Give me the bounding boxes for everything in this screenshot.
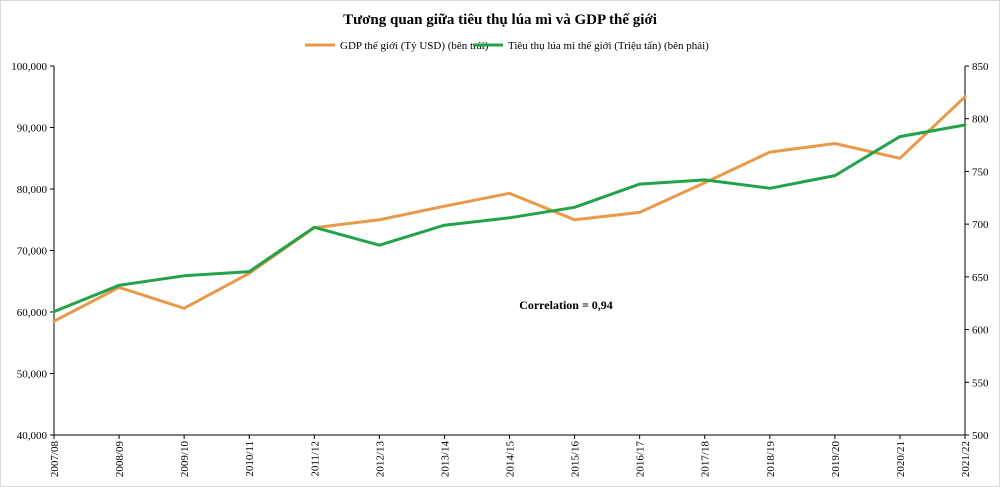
right-tick-label: 700 bbox=[972, 219, 989, 231]
x-tick-label: 2010/11 bbox=[244, 441, 256, 477]
x-tick-label: 2011/12 bbox=[309, 441, 321, 477]
chart-marks: 40,000 50,000 60,000 70,000 80,000 90,000 100,… bbox=[11, 61, 989, 477]
x-tick-label: 2008/09 bbox=[114, 441, 126, 478]
x-tick-label: 2016/17 bbox=[635, 441, 647, 478]
left-tick-label: 90,000 bbox=[17, 123, 48, 135]
left-tick-label: 100,000 bbox=[11, 61, 47, 73]
right-tick-label: 850 bbox=[972, 61, 989, 73]
x-tick-label: 2013/14 bbox=[439, 441, 451, 478]
left-tick-label: 70,000 bbox=[17, 246, 48, 258]
x-tick-label: 2020/21 bbox=[895, 441, 907, 477]
x-tick-label: 2014/15 bbox=[505, 441, 517, 478]
left-tick-label: 60,000 bbox=[17, 307, 48, 319]
wheat-consumption-series-line bbox=[52, 123, 967, 314]
left-tick-label: 80,000 bbox=[17, 184, 48, 196]
legend: GDP thế giới (Tỷ USD) (bên trái) Tiêu th… bbox=[305, 40, 709, 52]
x-tick-label: 2015/16 bbox=[570, 441, 582, 478]
x-tick-label: 2009/10 bbox=[179, 441, 191, 478]
legend-label-gdp: GDP thế giới (Tỷ USD) (bên trái) bbox=[340, 40, 489, 52]
right-tick-label: 650 bbox=[972, 272, 989, 284]
right-tick-label: 550 bbox=[972, 377, 989, 389]
x-tick-label: 2007/08 bbox=[49, 441, 61, 478]
right-tick-label: 600 bbox=[972, 325, 989, 337]
gdp-series-line bbox=[52, 95, 967, 323]
x-tick-label: 2018/19 bbox=[765, 441, 777, 478]
x-tick-label: 2021/22 bbox=[960, 441, 972, 477]
correlation-annotation: Correlation = 0,94 bbox=[519, 298, 613, 312]
right-tick-label: 750 bbox=[972, 166, 989, 178]
x-tick-label: 2012/13 bbox=[374, 441, 386, 478]
right-tick-label: 800 bbox=[972, 114, 989, 126]
left-tick-label: 40,000 bbox=[17, 430, 48, 442]
x-tick-label: 2017/18 bbox=[700, 441, 712, 478]
chart-title: Tương quan giữa tiêu thụ lúa mì và GDP t… bbox=[343, 12, 657, 28]
left-tick-label: 50,000 bbox=[17, 369, 48, 381]
legend-label-wheat: Tiêu thụ lúa mì thế giới (Triệu tấn) (bê… bbox=[508, 40, 709, 52]
right-tick-label: 500 bbox=[972, 430, 989, 442]
x-tick-label: 2019/20 bbox=[830, 441, 842, 478]
